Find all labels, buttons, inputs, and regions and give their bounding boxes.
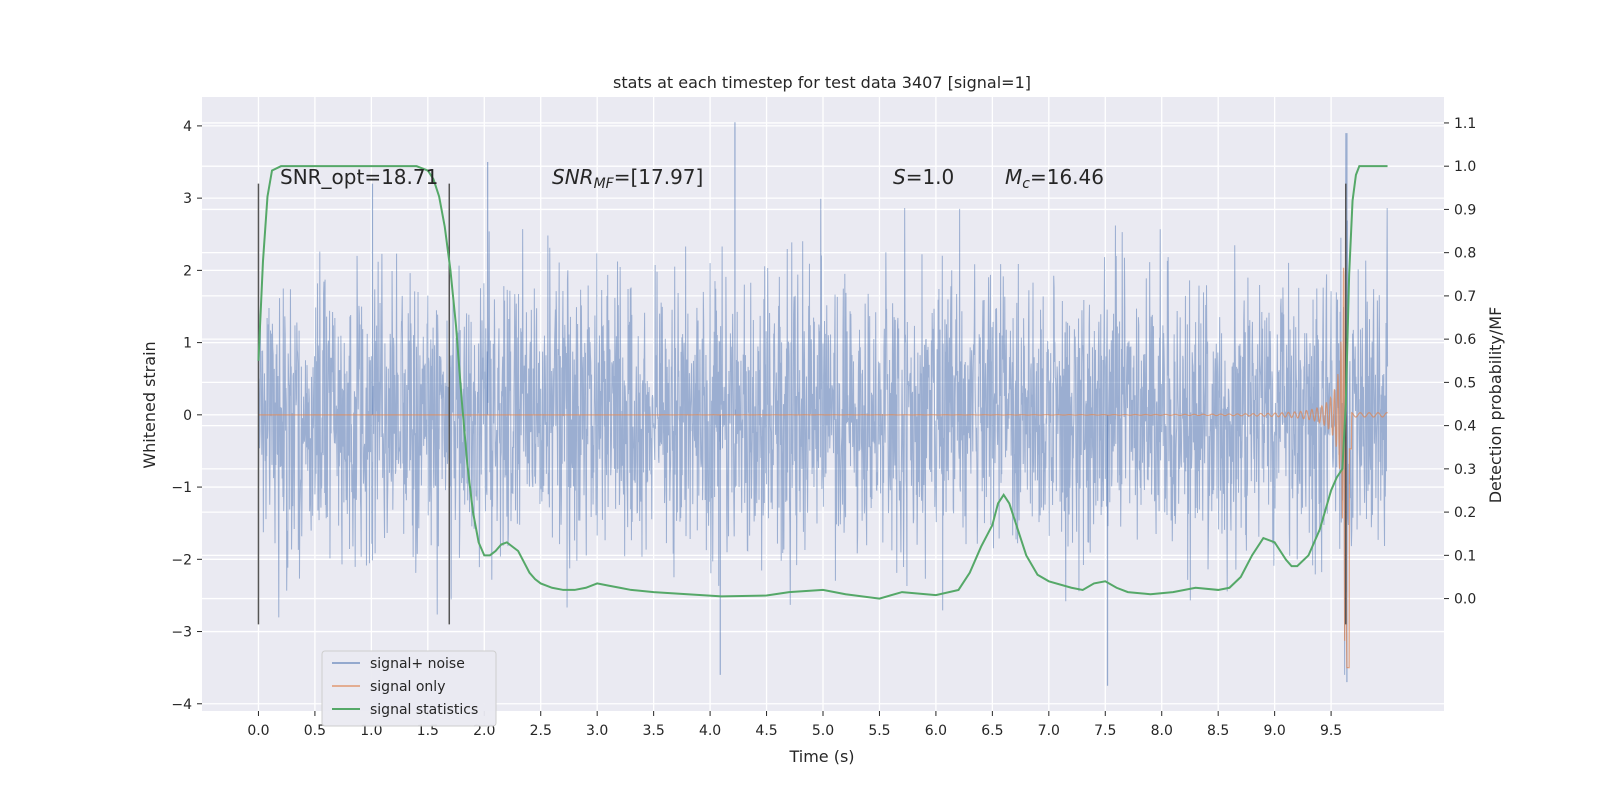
x-tick-label-5: 2.5 <box>530 723 552 739</box>
snr-opt-annotation: SNR_opt=18.71 <box>280 165 438 189</box>
x-tick-label-17: 8.5 <box>1207 723 1229 739</box>
x-tick-label-18: 9.0 <box>1264 723 1286 739</box>
x-tick-label-13: 6.5 <box>981 723 1003 739</box>
x-tick-label-16: 8.0 <box>1151 723 1173 739</box>
x-tick-label-19: 9.5 <box>1320 723 1342 739</box>
noise-line <box>257 133 1389 675</box>
y-right-tick-label-11: 0.0 <box>1454 592 1476 608</box>
legend-label-stats: signal statistics <box>370 702 478 718</box>
annotations: SNR_opt=18.71 SNRMF=[17.97] S=1.0 Mc=16.… <box>280 165 1104 192</box>
y-axis-left: 4 3 2 1 0 −1 −2 −3 −4 <box>171 119 202 713</box>
y-axis-label-right: Detection probability/MF <box>1486 307 1505 504</box>
stats-series <box>257 165 1388 600</box>
s-annotation: S=1.0 <box>893 165 954 189</box>
x-tick-label-0: 0.0 <box>247 723 269 739</box>
y-tick-label-0: 4 <box>183 119 192 135</box>
x-tick-label-8: 4.0 <box>699 723 721 739</box>
x-tick-label-1: 0.5 <box>304 723 326 739</box>
y-right-tick-label-5: 0.6 <box>1454 332 1476 348</box>
noise-series <box>257 122 1389 686</box>
signal-series <box>258 187 1388 669</box>
legend-box <box>321 650 497 727</box>
y-right-tick-label-9: 0.2 <box>1454 505 1476 521</box>
x-axis-label: Time (s) <box>788 747 854 766</box>
y-tick-label-2: 2 <box>183 263 192 279</box>
y-tick-label-6: −2 <box>171 552 192 568</box>
y-tick-label-5: −1 <box>171 480 192 496</box>
x-tick-label-10: 5.0 <box>812 723 834 739</box>
y-tick-label-1: 3 <box>183 191 192 207</box>
x-tick-label-12: 6.0 <box>925 723 947 739</box>
x-tick-label-15: 7.5 <box>1094 723 1116 739</box>
x-tick-label-14: 7.0 <box>1038 723 1060 739</box>
y-right-tick-label-4: 0.7 <box>1454 289 1476 305</box>
x-axis: 0.0 0.5 1.0 1.5 2.0 2.5 3.0 3.5 4.0 4.5 5.0 5.5 6.0 6… <box>247 711 1342 739</box>
y-tick-label-4: 0 <box>183 408 192 424</box>
y-axis-label: Whitened strain <box>140 341 159 468</box>
y-right-tick-label-3: 0.8 <box>1454 246 1476 262</box>
x-tick-label-2: 1.0 <box>360 723 382 739</box>
chart-title: stats at each timestep for test data 340… <box>613 73 1031 92</box>
x-tick-label-6: 3.0 <box>586 723 608 739</box>
y-right-tick-label-0: 1.1 <box>1454 116 1476 132</box>
mc-annotation: Mc=16.46 <box>1005 165 1104 192</box>
signal-line <box>258 187 1388 669</box>
x-tick-label-4: 2.0 <box>473 723 495 739</box>
snr-mf-annotation: SNRMF=[17.97] <box>552 165 703 192</box>
y-right-tick-label-1: 1.0 <box>1454 159 1476 175</box>
y-right-tick-label-8: 0.3 <box>1454 462 1476 478</box>
y-tick-label-7: −3 <box>171 625 192 641</box>
x-tick-label-9: 4.5 <box>755 723 777 739</box>
y-tick-label-3: 1 <box>183 336 192 352</box>
y-right-tick-label-10: 0.1 <box>1454 548 1476 564</box>
y-right-tick-label-2: 0.9 <box>1454 202 1476 218</box>
x-tick-label-11: 5.5 <box>868 723 890 739</box>
legend-label-signal: signal only <box>370 679 445 695</box>
y-axis-right: 1.1 1.0 0.9 0.8 0.7 0.6 0.5 0.4 0.3 0.2 0.1 0.0 <box>1444 116 1476 608</box>
y-right-tick-label-7: 0.4 <box>1454 419 1476 435</box>
legend: signal+ noise signal only signal statist… <box>321 650 497 727</box>
stats-line <box>257 165 1388 600</box>
y-tick-label-8: −4 <box>171 697 192 713</box>
x-tick-label-7: 3.5 <box>643 723 665 739</box>
x-tick-label-3: 1.5 <box>417 723 439 739</box>
legend-label-noise: signal+ noise <box>370 656 465 672</box>
y-right-tick-label-6: 0.5 <box>1454 375 1476 391</box>
